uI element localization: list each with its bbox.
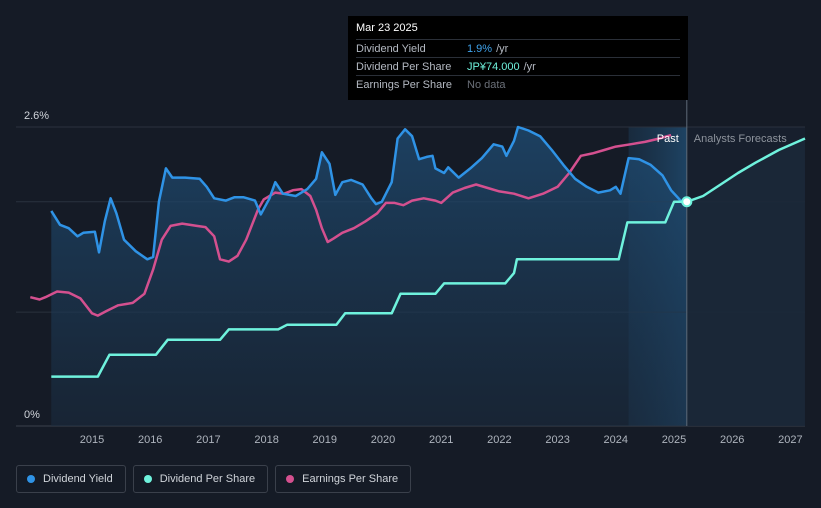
y-tick-label: 2.6% bbox=[24, 110, 49, 122]
x-tick-label: 2024 bbox=[604, 434, 628, 446]
x-tick-label: 2022 bbox=[487, 434, 511, 446]
tooltip-label: Dividend Yield bbox=[356, 42, 426, 55]
earnings-per-share-line bbox=[29, 133, 672, 317]
tooltip-unit: /yr bbox=[496, 42, 509, 55]
legend-item-dividend-yield[interactable]: Dividend Yield bbox=[16, 465, 126, 493]
tooltip-label: Dividend Per Share bbox=[356, 60, 452, 73]
legend-dot-icon bbox=[143, 475, 152, 483]
tooltip-row-dividend-yield: Dividend Yield 1.9% /yr bbox=[356, 39, 680, 57]
legend: Dividend Yield Dividend Per Share Earnin… bbox=[16, 465, 412, 493]
legend-label: Dividend Yield bbox=[43, 473, 113, 485]
tooltip-row-earnings-per-share: Earnings Per Share No data bbox=[356, 75, 680, 93]
forecast-area bbox=[686, 138, 805, 426]
hover-tooltip: Mar 23 2025 Dividend Yield 1.9% /yr Divi… bbox=[348, 16, 688, 100]
forecast-label: Analysts Forecasts bbox=[694, 133, 787, 145]
tooltip-label: Earnings Per Share bbox=[356, 78, 452, 91]
dividend-yield-area bbox=[51, 127, 687, 426]
x-tick-label: 2023 bbox=[545, 434, 569, 446]
tooltip-value: 1.9% bbox=[467, 42, 493, 55]
dividend-yield-line bbox=[50, 125, 688, 261]
x-tick-label: 2025 bbox=[662, 434, 686, 446]
chart: 2.6% 0% 2015 2016 2017 2018 2019 2020 2021 2022 20… bbox=[16, 100, 806, 446]
legend-item-earnings-per-share[interactable]: Earnings Per Share bbox=[275, 465, 412, 493]
x-tick-label: 2019 bbox=[313, 434, 337, 446]
past-label: Past bbox=[657, 133, 679, 145]
legend-label: Earnings Per Share bbox=[302, 473, 399, 485]
x-tick-label: 2018 bbox=[254, 434, 278, 446]
tooltip-value: JP¥74.000 bbox=[467, 60, 520, 73]
legend-label: Dividend Per Share bbox=[159, 473, 256, 485]
tooltip-row-dividend-per-share: Dividend Per Share JP¥74.000 /yr bbox=[356, 57, 680, 75]
tooltip-unit: /yr bbox=[523, 60, 536, 73]
dividend-per-share-line bbox=[51, 137, 806, 378]
x-tick-label: 2015 bbox=[80, 434, 104, 446]
legend-dot-icon bbox=[286, 475, 295, 483]
x-tick-label: 2027 bbox=[778, 434, 802, 446]
tooltip-date: Mar 23 2025 bbox=[356, 22, 418, 34]
x-tick-label: 2021 bbox=[429, 434, 453, 446]
legend-item-dividend-per-share[interactable]: Dividend Per Share bbox=[132, 465, 269, 493]
x-tick-label: 2016 bbox=[138, 434, 162, 446]
legend-dot-icon bbox=[27, 475, 35, 483]
x-tick-label: 2026 bbox=[720, 434, 744, 446]
y-tick-label: 0% bbox=[24, 409, 40, 421]
x-tick-label: 2017 bbox=[196, 434, 220, 446]
current-point-marker bbox=[681, 196, 693, 208]
tooltip-value: No data bbox=[467, 78, 506, 91]
x-tick-label: 2020 bbox=[371, 434, 395, 446]
